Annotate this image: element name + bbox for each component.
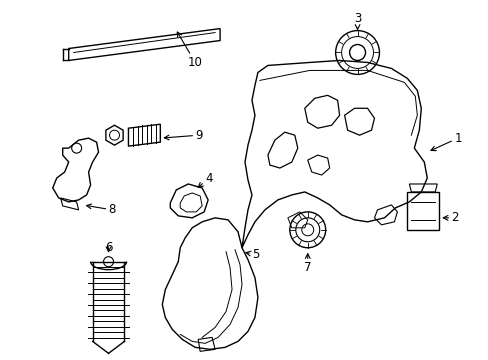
Text: 4: 4 bbox=[198, 171, 212, 187]
Text: 1: 1 bbox=[430, 132, 461, 150]
Text: 9: 9 bbox=[164, 129, 203, 142]
Text: 10: 10 bbox=[177, 32, 202, 69]
Text: 5: 5 bbox=[245, 248, 259, 261]
Text: 3: 3 bbox=[353, 12, 361, 29]
Text: 7: 7 bbox=[304, 254, 311, 274]
Text: 2: 2 bbox=[442, 211, 458, 224]
Text: 6: 6 bbox=[104, 241, 112, 254]
Text: 8: 8 bbox=[86, 203, 116, 216]
